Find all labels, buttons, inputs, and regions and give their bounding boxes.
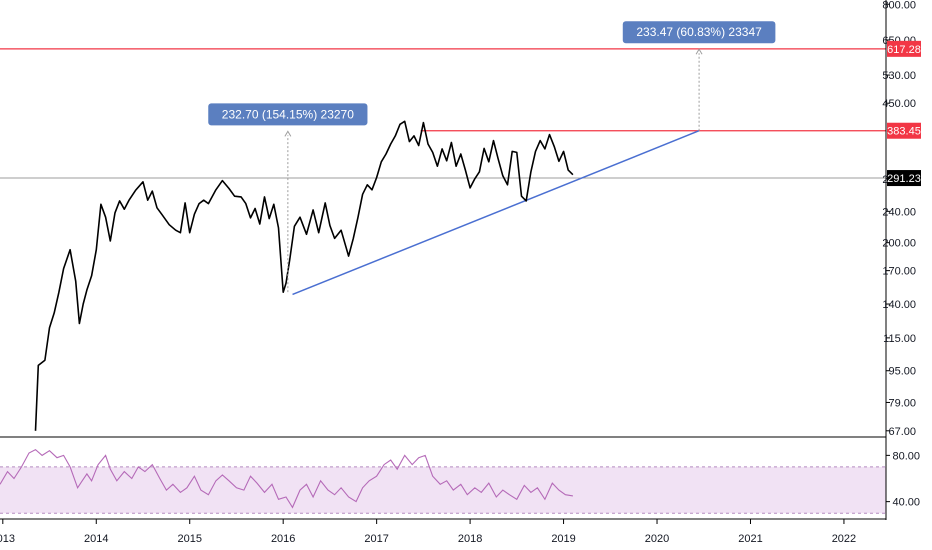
x-tick-label: 2020	[645, 533, 669, 545]
y-tick-label: 79.00	[888, 397, 916, 409]
x-tick-label: 2017	[364, 533, 388, 545]
rsi-tick-label: 40.00	[892, 497, 920, 509]
x-tick-label: 2022	[832, 533, 856, 545]
x-tick-label: 2015	[177, 533, 201, 545]
x-tick-label: 2014	[84, 533, 108, 545]
measure-arrow-0	[284, 130, 292, 137]
y-tick-label: 530.00	[882, 70, 916, 82]
price-label-2: 291.23	[887, 173, 921, 185]
measure-label-box-0	[208, 103, 368, 126]
price-label-1: 383.45	[887, 126, 921, 138]
y-tick-label: 170.00	[882, 266, 916, 278]
price-label-0: 617.28	[887, 44, 921, 56]
price-series-line	[34, 120, 574, 431]
y-tick-label: 115.00	[883, 333, 916, 345]
measure-label-0: 232.70 (154.15%) 23270	[222, 107, 354, 121]
y-tick-label: 200.00	[882, 238, 916, 250]
x-tick-label: 2019	[551, 533, 575, 545]
y-tick-label: 95.00	[888, 366, 916, 378]
rsi-band	[0, 466, 886, 514]
rsi-series-line	[0, 448, 573, 509]
y-tick-label: 450.00	[882, 98, 916, 110]
price-label-box-2	[887, 170, 921, 187]
measure-label-box-1	[622, 21, 776, 44]
y-tick-label: 140.00	[882, 299, 916, 311]
y-tick-label: 800.00	[882, 0, 916, 11]
price-label-box-1	[887, 122, 921, 139]
price-label-box-0	[887, 40, 921, 57]
x-tick-label: 2013	[0, 533, 15, 545]
x-tick-label: 2021	[738, 533, 762, 545]
x-tick-label: 2018	[458, 533, 482, 545]
y-tick-label: 240.00	[882, 206, 916, 218]
rsi-tick-label: 80.00	[892, 450, 920, 462]
x-tick-label: 2016	[271, 533, 295, 545]
measure-label-1: 233.47 (60.83%) 23347	[636, 25, 762, 39]
trendline	[292, 130, 700, 296]
y-tick-label: 67.00	[888, 426, 916, 438]
measure-arrow-1	[695, 48, 703, 55]
